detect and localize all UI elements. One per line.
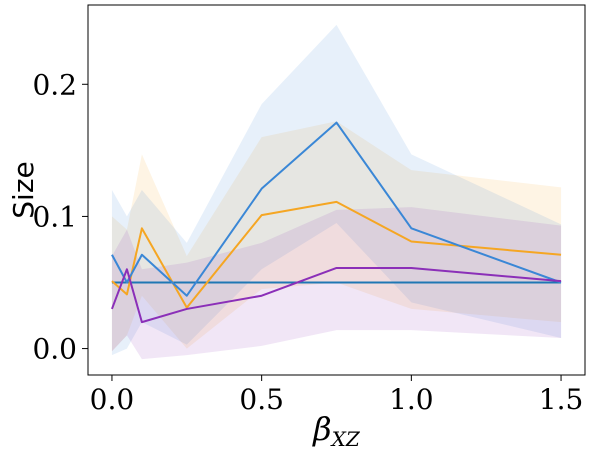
line-series-1	[111, 200, 562, 309]
x-tick-label: 0.5	[239, 383, 284, 416]
series-lines	[111, 121, 562, 324]
band-series-2	[111, 24, 562, 356]
plot-frame	[87, 4, 586, 376]
y-axis-ticks: 0.0 0.1 0.2	[32, 68, 88, 366]
y-axis-label: Size	[7, 161, 40, 218]
y-tick-label: 0.2	[32, 68, 77, 101]
x-tick-label: 1.5	[539, 383, 584, 416]
x-tick-label: 1.0	[389, 383, 434, 416]
confidence-bands	[111, 24, 562, 360]
y-tick-label: 0.0	[32, 333, 77, 366]
x-axis-label-subscript: XZ	[330, 427, 361, 451]
line-series-3	[111, 266, 562, 324]
x-axis-label: βXZ	[312, 410, 361, 451]
x-axis-label-base: β	[312, 410, 332, 448]
x-tick-label: 0.0	[90, 383, 135, 416]
band-series-1	[111, 121, 562, 352]
x-axis-ticks: 0.0 0.5 1.0 1.5	[90, 375, 584, 416]
y-tick-label: 0.1	[32, 200, 77, 233]
